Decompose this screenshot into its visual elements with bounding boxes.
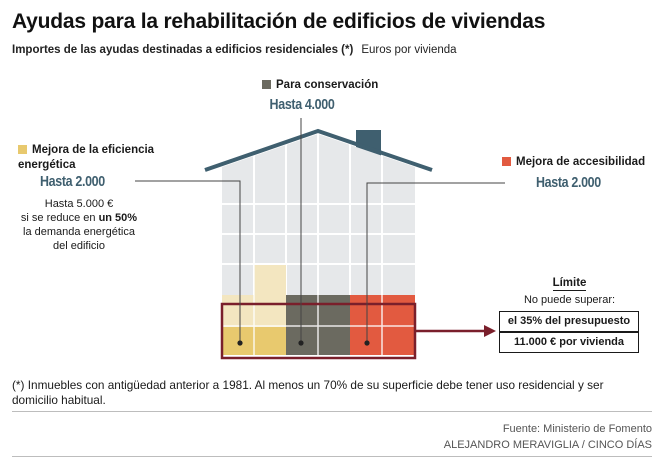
energy-label: Mejora de la eficiencia energética <box>18 144 155 171</box>
limit-budget-box: el 35% del presupuesto <box>499 311 639 332</box>
limit-heading: Límite <box>552 277 587 291</box>
limit-per-home-box: 11.000 € por vivienda <box>499 332 639 353</box>
accessibility-amount: Hasta 2.000 <box>536 175 601 191</box>
conservation-label: Para conservación <box>262 79 378 91</box>
credit: ALEJANDRO MERAVIGLIA / CINCO DÍAS <box>443 439 652 451</box>
source: Fuente: Ministerio de Fomento <box>502 423 652 435</box>
title: Ayudas para la rehabilitación de edifici… <box>12 10 546 33</box>
unit-label: Euros por vivienda <box>361 44 457 56</box>
divider-bottom <box>12 456 652 457</box>
conservation-swatch <box>262 80 271 89</box>
subtitle-text: Importes de las ayudas destinadas a edif… <box>12 44 354 56</box>
energy-amount: Hasta 2.000 <box>40 174 105 190</box>
leader-dots <box>237 340 370 346</box>
roof <box>204 128 433 172</box>
window-grid <box>222 134 415 300</box>
accessibility-label: Mejora de accesibilidad <box>502 156 645 168</box>
limit-subheading: No puede superar: <box>523 294 616 306</box>
energy-block-top <box>254 265 286 295</box>
footnote: (*) Inmuebles con antigüedad anterior a … <box>12 378 604 407</box>
subtitle: Importes de las ayudas destinadas a edif… <box>12 44 457 56</box>
energy-swatch <box>18 145 27 154</box>
leader-lines <box>135 118 505 343</box>
energy-note-line2: si se reduce en un 50% <box>20 212 138 224</box>
limit-frame <box>220 302 417 360</box>
energy-note: Hasta 5.000 € si se reduce en un 50% la … <box>8 197 150 253</box>
conservation-amount: Hasta 4.000 <box>269 97 335 113</box>
limit-arrow-head <box>484 325 496 337</box>
divider-top <box>12 411 652 412</box>
accessibility-swatch <box>502 157 511 166</box>
